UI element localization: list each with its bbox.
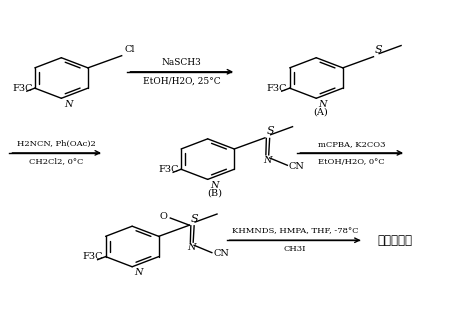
Text: F3C: F3C bbox=[267, 84, 287, 93]
Text: S: S bbox=[266, 126, 274, 136]
Text: F3C: F3C bbox=[158, 165, 179, 174]
Text: NaSCH3: NaSCH3 bbox=[162, 58, 202, 67]
Text: N: N bbox=[187, 243, 196, 252]
Text: N: N bbox=[135, 268, 143, 277]
Text: CN: CN bbox=[289, 162, 304, 171]
Text: S: S bbox=[375, 45, 382, 55]
Text: Cl: Cl bbox=[124, 45, 135, 54]
Text: S: S bbox=[191, 214, 198, 224]
Text: CH3I: CH3I bbox=[284, 245, 306, 253]
Text: O: O bbox=[159, 212, 167, 221]
Text: 氟啖虫胺腥: 氟啖虫胺腥 bbox=[378, 234, 413, 247]
Text: N: N bbox=[263, 156, 271, 165]
Text: N: N bbox=[64, 100, 72, 109]
Text: (B): (B) bbox=[207, 189, 222, 198]
Text: F3C: F3C bbox=[83, 252, 103, 261]
Text: KHMNDS, HMPA, THF, -78°C: KHMNDS, HMPA, THF, -78°C bbox=[232, 227, 358, 236]
Text: (A): (A) bbox=[313, 108, 329, 117]
Text: CN: CN bbox=[213, 249, 229, 258]
Text: EtOH/H2O, 0°C: EtOH/H2O, 0°C bbox=[318, 158, 385, 166]
Text: EtOH/H2O, 25°C: EtOH/H2O, 25°C bbox=[143, 76, 220, 85]
Text: N: N bbox=[210, 181, 219, 190]
Text: H2NCN, Ph(OAc)2: H2NCN, Ph(OAc)2 bbox=[17, 140, 96, 148]
Text: N: N bbox=[319, 100, 327, 109]
Text: F3C: F3C bbox=[12, 84, 33, 93]
Text: CH2Cl2, 0°C: CH2Cl2, 0°C bbox=[29, 158, 84, 166]
Text: mCPBA, K2CO3: mCPBA, K2CO3 bbox=[318, 140, 386, 148]
